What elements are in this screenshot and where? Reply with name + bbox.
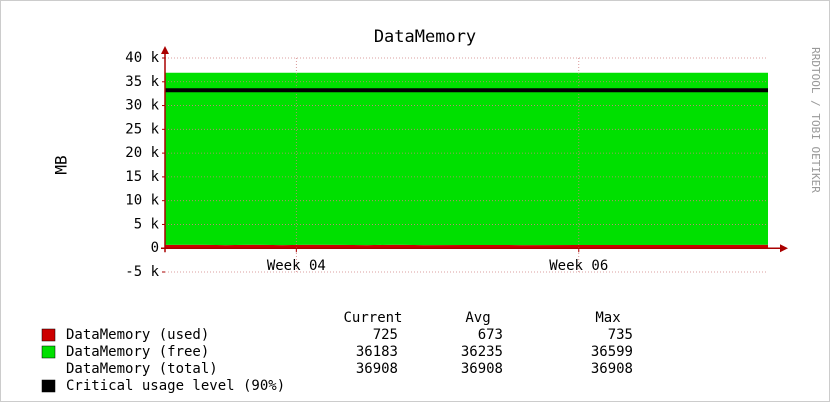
chart-title: DataMemory	[374, 27, 476, 47]
legend-swatch	[41, 379, 56, 393]
y-tick-label: 35 k	[125, 74, 159, 90]
legend-swatch	[41, 345, 56, 359]
legend-header: Max	[595, 310, 620, 326]
y-tick-label: 10 k	[125, 193, 159, 209]
legend-swatch	[41, 328, 56, 342]
y-tick-label: -5 k	[125, 264, 159, 280]
area	[165, 244, 768, 249]
legend-label: Critical usage level (90%)	[66, 378, 285, 394]
legend-label: DataMemory (free)	[66, 344, 209, 360]
legend-stat: 725	[373, 327, 398, 343]
legend-stat: 36908	[461, 361, 503, 377]
watermark: RRDTOOL / TOBI OETIKER	[809, 47, 822, 193]
legend-stat: 36599	[591, 344, 633, 360]
legend-header: Avg	[465, 310, 490, 326]
legend-stat: 36908	[356, 361, 398, 377]
y-tick-label: 0	[151, 240, 159, 256]
legend-label: DataMemory (used)	[66, 327, 209, 343]
y-tick-label: 5 k	[134, 216, 160, 232]
y-tick-label: 20 k	[125, 145, 159, 161]
y-tick-label: 15 k	[125, 169, 159, 185]
x-tick-label: Week 06	[549, 258, 608, 274]
legend-stat: 36183	[356, 344, 398, 360]
legend-header: Current	[343, 310, 402, 326]
legend-stat: 735	[608, 327, 633, 343]
y-arrow	[161, 46, 169, 54]
x-arrow	[780, 244, 788, 253]
y-tick-label: 30 k	[125, 98, 159, 114]
x-tick-label: Week 04	[267, 258, 326, 274]
legend-stat: 36235	[461, 344, 503, 360]
y-tick-label: 40 k	[125, 50, 159, 66]
area	[165, 72, 768, 246]
y-tick-label: 25 k	[125, 121, 159, 137]
y-axis-label: MB	[52, 155, 71, 174]
legend-label: DataMemory (total)	[66, 361, 218, 377]
legend-stat: 36908	[591, 361, 633, 377]
legend-stat: 673	[478, 327, 503, 343]
